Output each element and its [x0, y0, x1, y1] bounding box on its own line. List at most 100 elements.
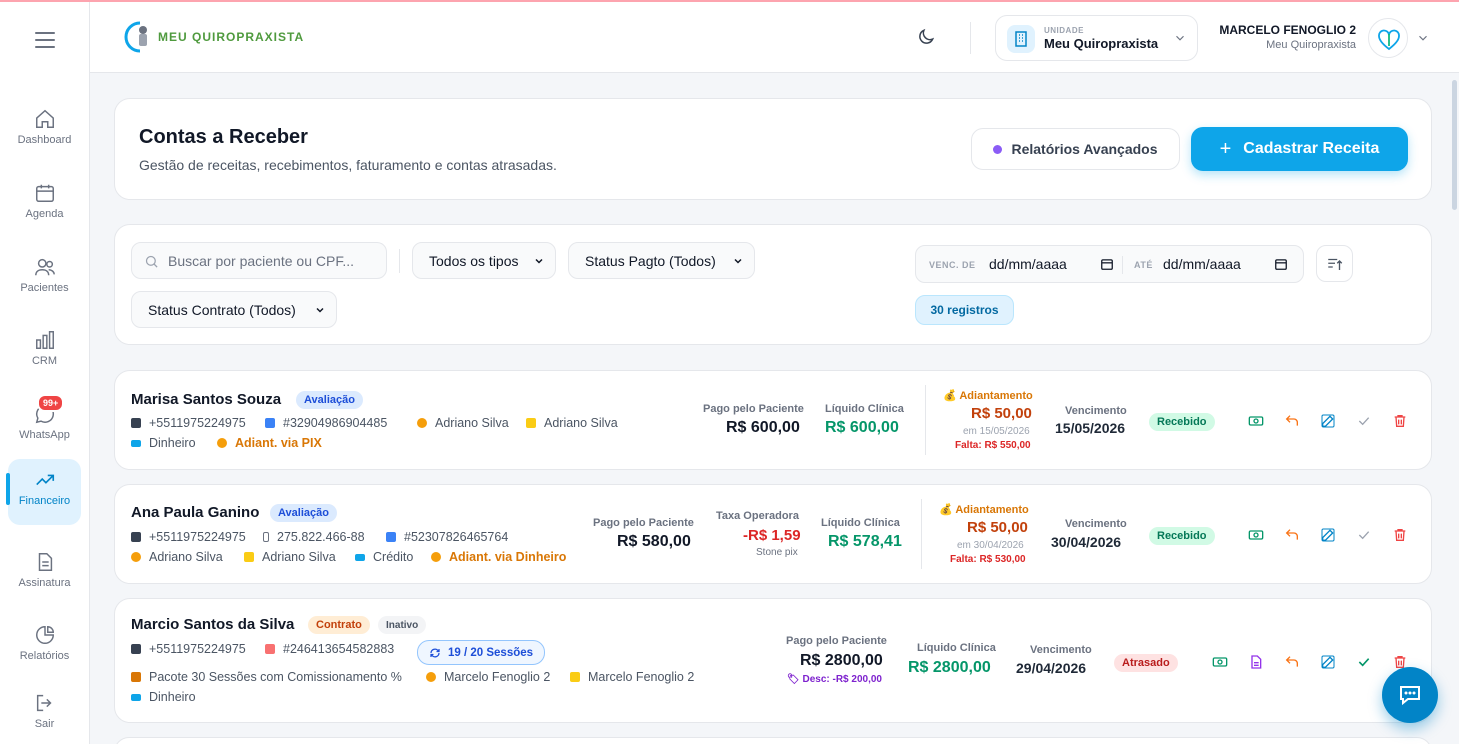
- receive-icon[interactable]: [1248, 527, 1264, 543]
- net-amount: R$ 578,41: [828, 533, 902, 550]
- check-icon[interactable]: [1356, 413, 1372, 429]
- patient-name: Marcio Santos da Silva: [131, 616, 295, 633]
- refresh-icon: [430, 648, 440, 657]
- contract-status-value: Status Contrato (Todos): [148, 301, 296, 318]
- due-label: Vencimento: [1065, 518, 1127, 530]
- trash-icon[interactable]: [1392, 527, 1408, 543]
- dark-mode-icon[interactable]: [916, 27, 936, 47]
- sidebar-item-agenda[interactable]: Agenda: [8, 172, 81, 238]
- trending-up-icon: [35, 474, 54, 486]
- chart-icon: [265, 418, 275, 428]
- undo-icon[interactable]: [1284, 527, 1300, 543]
- receive-icon[interactable]: [1212, 654, 1228, 670]
- discount: 🏷 Desc: -R$ 200,00: [787, 674, 882, 685]
- to-date-input[interactable]: dd/mm/aaaa: [1163, 256, 1241, 272]
- sidebar-item-sair[interactable]: Sair: [8, 682, 81, 744]
- create-revenue-label: Cadastrar Receita: [1243, 140, 1380, 157]
- edit-icon[interactable]: [1320, 413, 1336, 429]
- undo-icon[interactable]: [1284, 413, 1300, 429]
- payment-method: Crédito: [355, 550, 413, 564]
- chevron-down-icon: [535, 258, 543, 264]
- pie-chart-icon: [35, 626, 54, 644]
- scrollbar[interactable]: [1452, 80, 1457, 210]
- unit-name: Meu Quiropraxista: [1044, 36, 1159, 51]
- contract-status-select[interactable]: Status Contrato (Todos): [131, 291, 337, 328]
- notification-badge: 99+: [37, 394, 65, 412]
- calendar-icon[interactable]: [1274, 257, 1288, 271]
- edit-icon[interactable]: [1320, 527, 1336, 543]
- patient-name: Marisa Santos Souza: [131, 391, 282, 408]
- sessions-badge: 19 / 20 Sessões: [417, 640, 546, 665]
- receive-icon[interactable]: [1248, 413, 1264, 429]
- search-input[interactable]: [168, 249, 378, 273]
- list-item[interactable]: [114, 737, 1432, 744]
- due-date: 29/04/2026: [1016, 660, 1087, 676]
- sidebar-item-crm[interactable]: CRM: [8, 319, 81, 385]
- list-item[interactable]: Marisa Santos Souza Avaliação +551197522…: [114, 370, 1432, 470]
- sort-button[interactable]: [1316, 245, 1353, 282]
- status-tag: Inativo: [378, 616, 427, 634]
- check-icon[interactable]: [1356, 654, 1372, 670]
- type-select[interactable]: Todos os tipos: [412, 242, 556, 279]
- net-label: Líquido Clínica: [917, 642, 996, 654]
- logo-icon: [124, 20, 156, 54]
- edit-icon[interactable]: [1320, 654, 1336, 670]
- list-item[interactable]: Marcio Santos da Silva Contrato Inativo …: [114, 598, 1432, 723]
- heart-icon: [570, 672, 580, 682]
- net-label: Líquido Clínica: [825, 403, 904, 415]
- phone-icon: [131, 532, 141, 542]
- unit-selector[interactable]: UNIDADE Meu Quiropraxista: [995, 15, 1198, 61]
- create-revenue-button[interactable]: + Cadastrar Receita: [1191, 127, 1408, 171]
- professional: Adriano Silva: [417, 416, 509, 430]
- paid-amount: R$ 580,00: [617, 533, 691, 550]
- page-header-card: Contas a Receber Gestão de receitas, rec…: [114, 98, 1432, 200]
- logo[interactable]: MEU QUIROPRAXISTA: [124, 20, 304, 54]
- sidebar-item-label: Assinatura: [18, 577, 71, 589]
- sidebar-item-assinatura[interactable]: Assinatura: [8, 541, 81, 607]
- responsible: Marcelo Fenoglio 2: [570, 670, 694, 684]
- type-tag: Avaliação: [270, 504, 337, 522]
- due-label: Vencimento: [1030, 644, 1092, 656]
- paid-amount: R$ 2800,00: [800, 652, 883, 669]
- undo-icon[interactable]: [1284, 654, 1300, 670]
- chat-support-button[interactable]: [1382, 667, 1438, 723]
- net-amount: R$ 600,00: [825, 419, 899, 436]
- card-icon: [131, 693, 141, 701]
- search-icon: [145, 255, 158, 268]
- calendar-icon[interactable]: [1100, 257, 1114, 271]
- sidebar-item-pacientes[interactable]: Pacientes: [8, 246, 81, 312]
- trash-icon[interactable]: [1392, 413, 1408, 429]
- page-subtitle: Gestão de receitas, recebimentos, fatura…: [139, 157, 557, 173]
- chart-icon: [386, 532, 396, 542]
- filters-card: Todos os tipos Status Pagto (Todos) Stat…: [114, 224, 1432, 345]
- payment-status-select[interactable]: Status Pagto (Todos): [568, 242, 755, 279]
- document-icon: [38, 553, 52, 571]
- avatar[interactable]: [1368, 18, 1408, 58]
- list-item[interactable]: Ana Paula Ganino Avaliação +551197522497…: [114, 484, 1432, 584]
- chevron-down-icon: [1176, 35, 1184, 41]
- sidebar-item-relatorios[interactable]: Relatórios: [8, 614, 81, 680]
- from-date-input[interactable]: dd/mm/aaaa: [989, 256, 1067, 272]
- advance-method: Adiant. via Dinheiro: [431, 550, 566, 564]
- contract-document-icon[interactable]: [1248, 654, 1264, 670]
- phone-icon: [131, 418, 141, 428]
- chevron-down-icon[interactable]: [1416, 31, 1430, 45]
- sidebar-item-label: CRM: [31, 355, 58, 367]
- patient-phone: +5511975224975: [131, 642, 246, 656]
- users-icon: [34, 258, 55, 276]
- trash-icon[interactable]: [1392, 654, 1408, 670]
- sidebar-item-whatsapp[interactable]: 99+ WhatsApp: [8, 393, 81, 459]
- sidebar-item-financeiro[interactable]: Financeiro: [6, 459, 81, 525]
- net-amount: R$ 2800,00: [908, 659, 991, 676]
- advanced-reports-button[interactable]: Relatórios Avançados: [971, 128, 1180, 170]
- bar-chart-icon: [35, 331, 54, 349]
- money-bag-icon: [217, 438, 227, 448]
- fee-source: Stone pix: [756, 547, 798, 558]
- package-name: Pacote 30 Sessões com Comissionamento %: [131, 670, 402, 684]
- payment-method: Dinheiro: [131, 436, 196, 450]
- menu-icon[interactable]: [35, 32, 55, 48]
- sidebar-item-dashboard[interactable]: Dashboard: [8, 98, 81, 164]
- check-icon[interactable]: [1356, 527, 1372, 543]
- advance-missing: Falta: R$ 530,00: [950, 554, 1026, 565]
- advanced-reports-label: Relatórios Avançados: [1011, 141, 1158, 157]
